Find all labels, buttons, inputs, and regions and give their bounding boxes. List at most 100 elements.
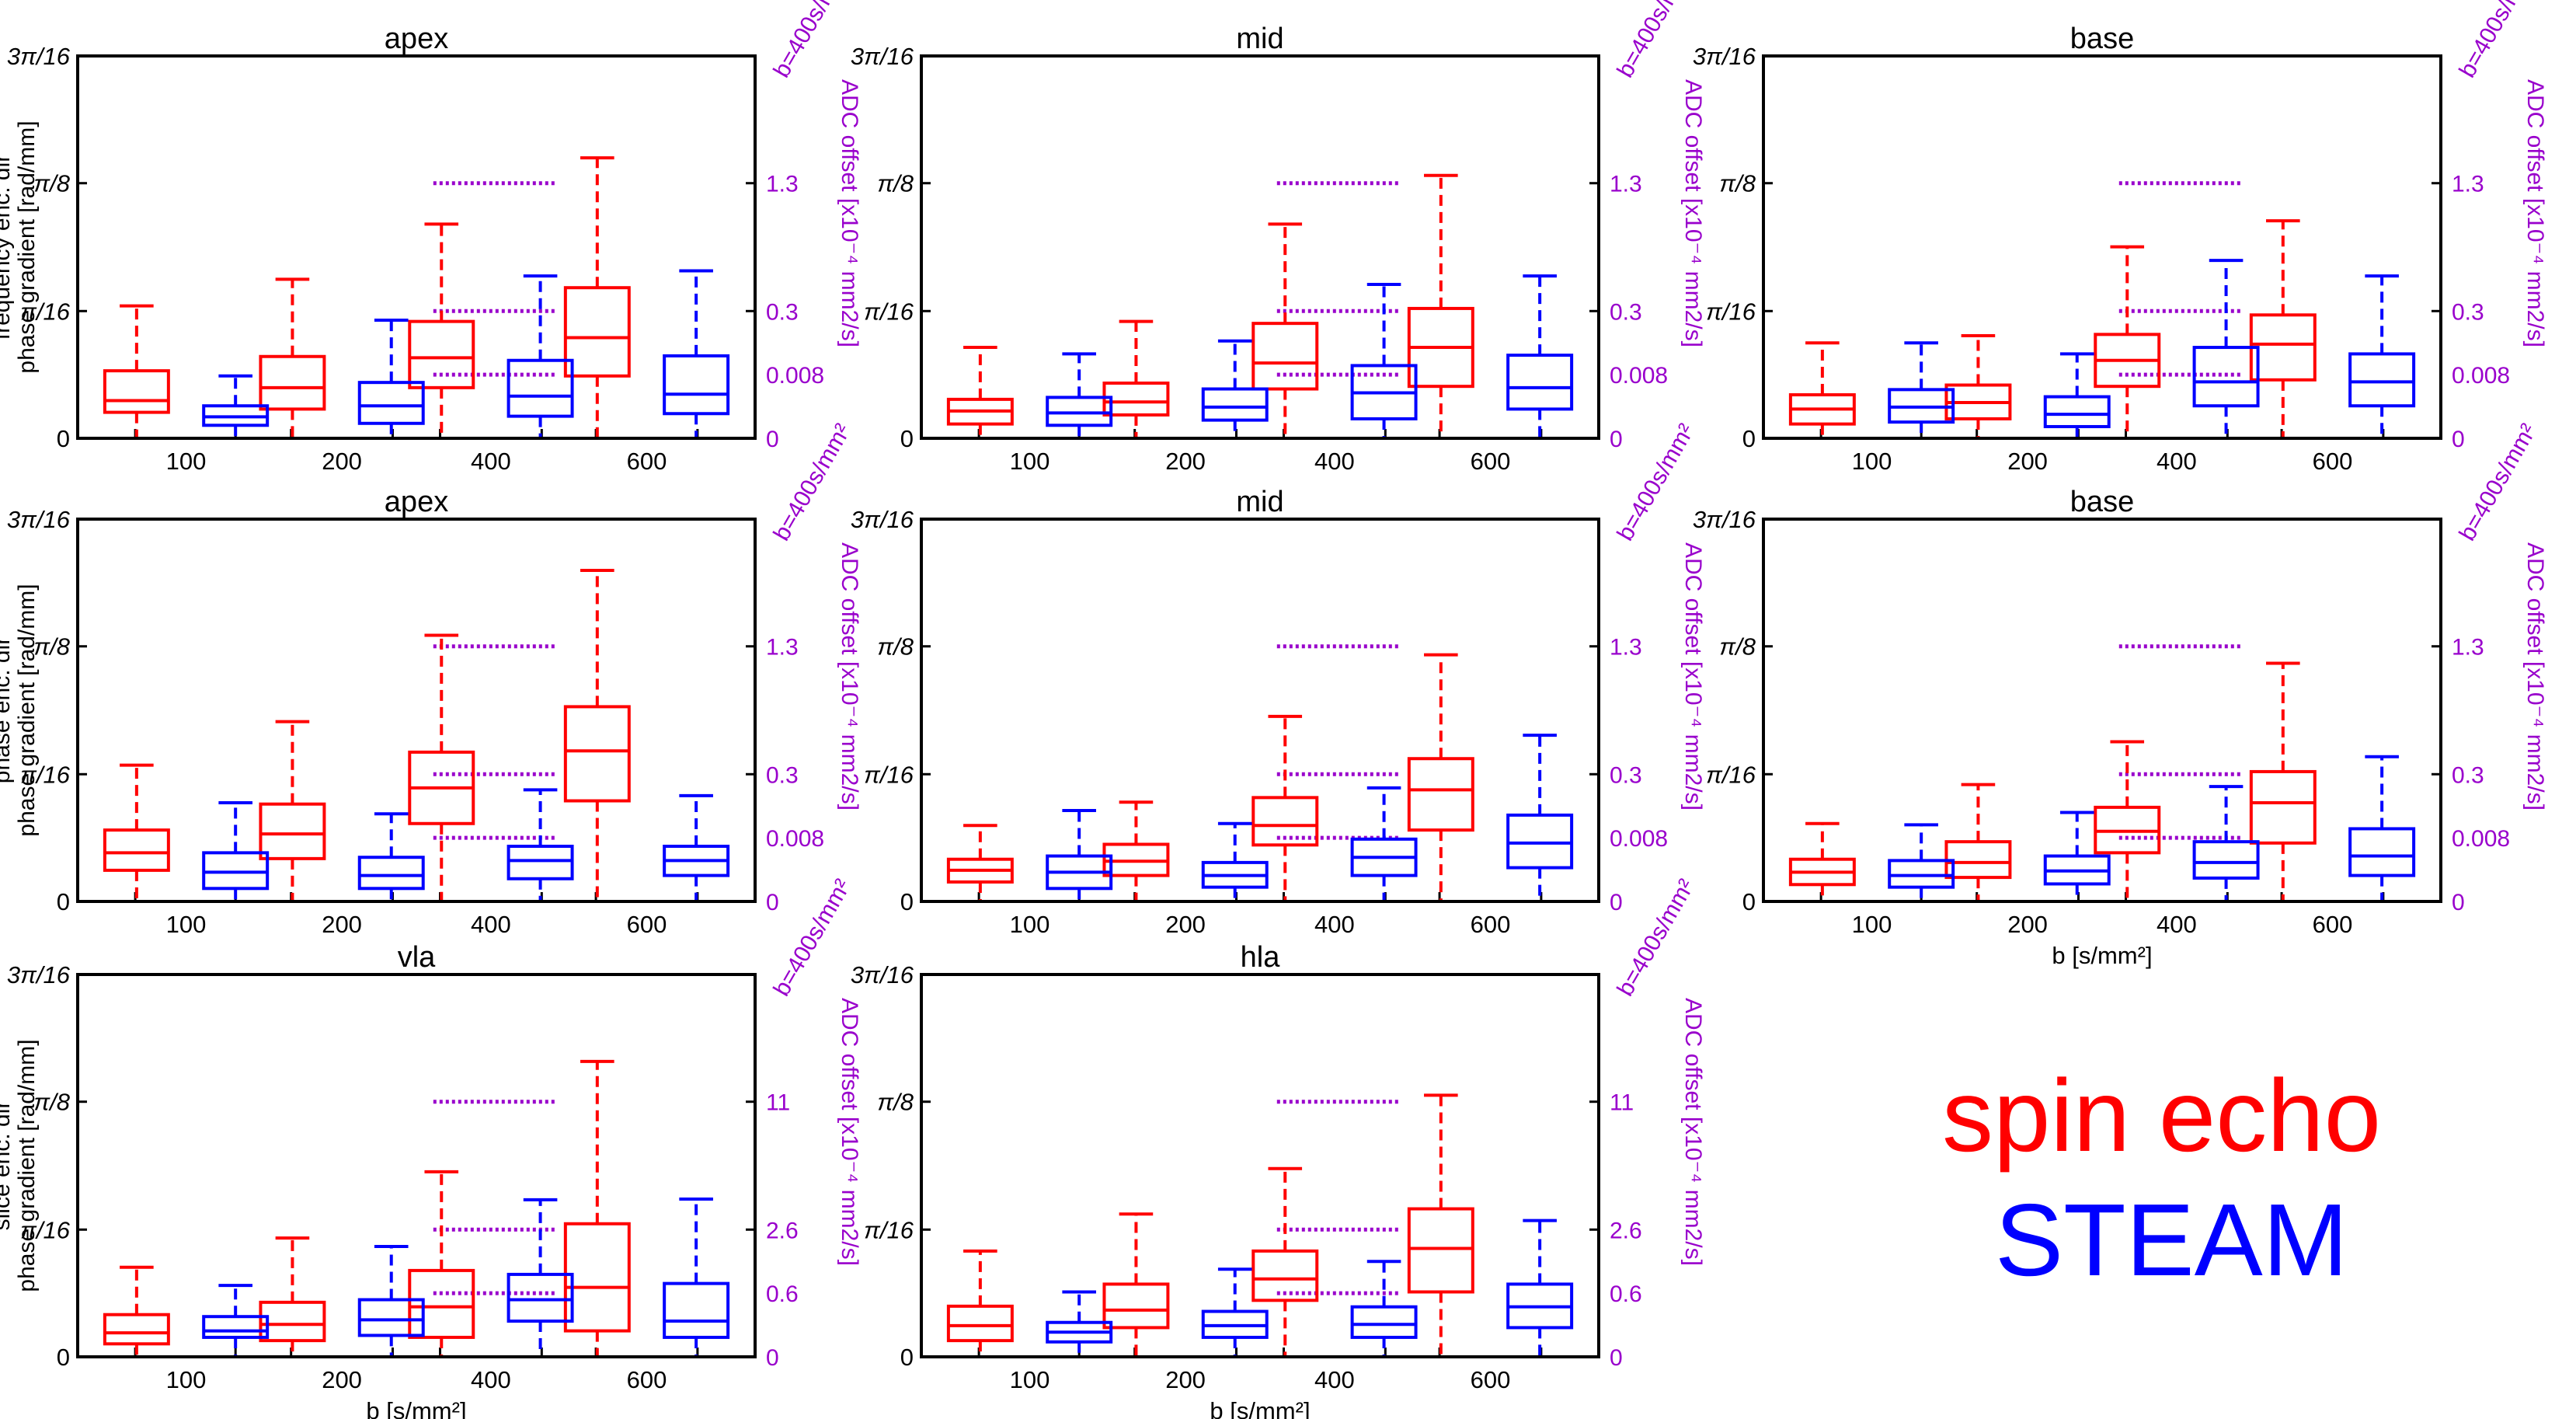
adc-tick-label: 0.008 [1610,363,1668,389]
box-iqr [357,381,425,425]
ytick-label: π/16 [20,1216,71,1243]
panel-mid-1: mid 0 π/16 π/8 3π/16 0 0.008 0.3 1.3 b=400s/mm²AD… [851,0,1706,475]
box-spin-echo-600 [563,156,631,440]
box-iqr [506,1272,574,1323]
adc-tick-label: 0 [2452,427,2465,452]
box-steam-100 [1888,823,1955,903]
box-iqr [563,1222,631,1333]
box-iqr [506,358,574,418]
box-spin-echo-200 [1102,1212,1170,1358]
plot-frame [76,973,757,1358]
box-steam-100 [202,1284,270,1358]
xtick-label: 100 [1852,911,1892,938]
box-iqr [357,856,425,891]
box-iqr [408,319,475,389]
ytick-label: 0 [1742,888,1756,915]
ytick-label: 0 [57,888,70,915]
xtick-label: 100 [166,911,207,938]
ytick-label: π/16 [1706,761,1756,788]
plot-frame [1762,518,2442,903]
b-value-label: b=400s/mm² [2454,0,2541,82]
xtick-label: 200 [2007,448,2048,475]
panel-apex-3: apex 0 π/16 π/8 3π/16 phase enc. dir phase gra… [0,420,862,938]
ytick-label: π/16 [20,298,71,325]
adc-tick-label: 0.008 [766,826,824,852]
box-steam-100 [1046,809,1113,903]
box-steam-400 [506,1198,574,1358]
box-spin-echo-100 [103,304,170,440]
adc-tick-label: 0 [1610,427,1623,452]
panel-title: base [2070,23,2134,55]
adc-tick-label: 0.6 [1610,1281,1642,1307]
box-steam-100 [1046,352,1113,440]
box-spin-echo-200 [1102,319,1170,440]
adc-tick-label: 11 [1610,1090,1634,1116]
box-iqr [2348,827,2416,877]
xtick-label: 200 [322,1366,362,1393]
box-iqr [1506,354,1574,411]
xtick-label: 600 [627,911,667,938]
ytick-label: π/8 [33,1089,70,1116]
ytick-label: 0 [900,888,914,915]
box-steam-400 [1350,1260,1418,1358]
box-iqr [2043,395,2111,428]
box-steam-600 [1506,274,1574,440]
box-iqr [946,1304,1014,1343]
ytick-label: 3π/16 [1693,43,1756,70]
xtick-label: 600 [1471,448,1511,475]
adc-axis-label: ADC offset [x10⁻⁴ mm2/s] [1680,998,1706,1266]
box-iqr [2192,840,2260,880]
xtick-label: 400 [1314,1366,1355,1393]
ytick-label: 0 [57,1344,70,1371]
ytick-label: 3π/16 [7,961,71,988]
adc-tick-label: 0 [1610,1345,1623,1371]
adc-tick-label: 1.3 [766,635,799,661]
box-spin-echo-400 [2094,740,2161,903]
ytick-label: 3π/16 [1693,506,1756,533]
b-value-label: b=400s/mm² [768,875,855,1001]
adc-tick-label: 0 [766,890,779,915]
ytick-label: π/8 [1719,170,1756,197]
ytick-label: π/8 [877,633,914,661]
box-spin-echo-400 [2094,245,2161,440]
box-spin-echo-600 [2249,661,2317,903]
box-spin-echo-400 [1251,714,1319,903]
box-spin-echo-100 [946,1249,1014,1358]
ytick-label: π/16 [20,761,71,788]
xtick-label: 600 [627,448,667,475]
adc-tick-label: 0 [2452,890,2465,915]
adc-tick-label: 0.008 [766,363,824,389]
adc-tick-label: 2.6 [1610,1218,1642,1243]
box-spin-echo-400 [408,633,475,903]
xtick-label: 100 [1010,448,1050,475]
ylabel-line: frequency enc. dir [0,155,15,340]
box-steam-100 [1888,341,1955,440]
adc-axis-label: ADC offset [x10⁻⁴ mm2/s] [837,998,862,1266]
xtick-label: 200 [2007,911,2048,938]
adc-tick-label: 2.6 [766,1218,799,1243]
xlabel: b [s/mm²] [2052,942,2152,969]
xtick-label: 400 [1314,911,1355,938]
box-iqr [2249,769,2317,845]
ylabel-line: phase enc. dir [0,637,15,783]
panel-apex-0: apex 0 π/16 π/8 3π/16 frequency enc. dir phase… [0,0,862,475]
box-steam-200 [357,812,425,903]
plot-frame [920,973,1600,1358]
box-iqr [202,851,270,891]
adc-tick-label: 0.008 [2452,826,2510,852]
box-iqr [2348,352,2416,408]
ytick-label: π/16 [864,761,914,788]
xtick-label: 200 [1165,911,1206,938]
box-spin-echo-100 [946,346,1014,440]
box-iqr [259,354,326,411]
xtick-label: 100 [166,1366,207,1393]
adc-tick-label: 1.3 [2452,172,2484,197]
ytick-label: π/8 [877,1089,914,1116]
box-iqr [2249,313,2317,382]
panel-title: mid [1236,23,1283,55]
xtick-label: 400 [2157,911,2197,938]
box-spin-echo-100 [103,763,170,903]
adc-axis-label: ADC offset [x10⁻⁴ mm2/s] [837,79,862,347]
plot-frame [920,518,1600,903]
box-iqr [1888,859,1955,889]
